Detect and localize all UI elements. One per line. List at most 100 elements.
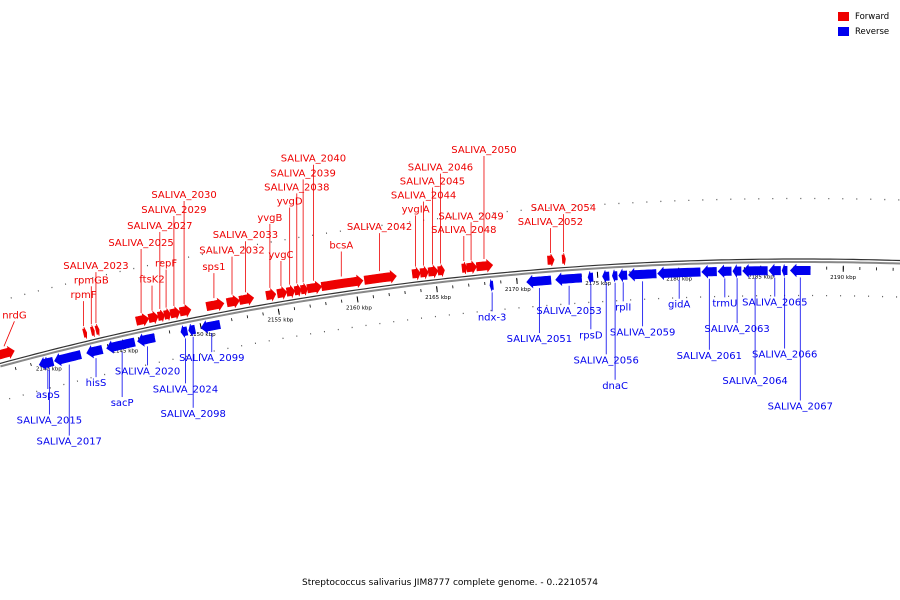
forward-gene-label: SALIVA_2033 [213,230,278,241]
legend-reverse: Reverse [838,24,898,39]
forward-gene-arrow [437,264,445,277]
reverse-gene-arrow [717,264,732,279]
reverse-gene-label: SALIVA_2065 [742,298,807,309]
tick-label: 2150 kbp [190,332,216,338]
forward-gene-label: SALIVA_2052 [518,217,583,228]
forward-gene-label: nrdG [2,310,26,321]
reverse-gene-label: SALIVA_2099 [179,353,244,364]
reverse-gene-label: hisS [86,378,107,389]
forward-gene-arrow [411,266,421,281]
forward-gene-arrow [276,286,288,300]
forward-gene-label: sps1 [202,262,225,273]
forward-gene-arrow [285,284,296,299]
reverse-gene-arrow [657,266,701,281]
forward-gene-arrow [205,297,225,312]
forward-gene-label: SALIVA_2042 [347,222,412,233]
reverse-gene-arrow [611,269,618,282]
forward-gene-label: SALIVA_2039 [270,168,335,179]
reverse-gene-label: SALIVA_2098 [160,409,225,420]
strand-legend: Forward Reverse [838,9,898,39]
forward-gene-arrow [320,274,364,292]
reverse-gene-label: dnaC [602,381,628,392]
forward-gene-arrow [0,345,15,360]
reverse-gene-label: SALIVA_2024 [153,384,218,395]
minor-tick [168,330,171,334]
forward-gene-arrow [163,308,171,321]
reverse-gene-arrow [618,268,628,283]
forward-gene-arrow [225,294,241,309]
reverse-gene-label: SALIVA_2053 [536,306,601,317]
forward-gene-label: yvgC [268,250,293,261]
tick-label: 2185 kbp [748,275,774,281]
forward-gene-label: SALIVA_2040 [281,154,346,165]
forward-gene-arrow [82,326,87,339]
forward-gene-label: SALIVA_2048 [431,225,496,236]
major-tick [516,277,518,284]
forward-gene-arrow [238,292,255,306]
reverse-gene-arrow [628,267,657,282]
gene-features [0,253,811,371]
reverse-gene-arrow [86,345,104,359]
reverse-gene-label: ndx-3 [478,312,507,323]
legend-forward-label: Forward [855,11,890,22]
forward-gene-arrow [94,323,100,336]
reverse-gene-arrow [768,263,781,278]
forward-gene-arrow [466,260,477,275]
forward-gene-arrow [461,261,468,274]
minor-tick [262,312,264,316]
reverse-gene-label: rplI [615,302,631,313]
forward-gene-label: rpmF [71,290,97,301]
reverse-gene-arrow [602,270,610,283]
reverse-gene-label: SALIVA_2051 [507,334,572,345]
major-tick [436,286,438,293]
forward-gene-label: SALIVA_2046 [408,163,473,174]
forward-gene-arrow [547,253,555,267]
reverse-gene-arrow [526,274,552,289]
forward-gene-label: SALIVA_2044 [391,191,456,202]
reverse-gene-arrow [44,356,52,369]
label-leader-lines [3,155,801,436]
forward-swatch [838,12,849,21]
forward-gene-arrow [306,280,323,295]
tick-label: 2160 kbp [346,305,372,311]
tick-label: 2190 kbp [830,275,856,281]
tick-label: 2165 kbp [425,295,451,301]
forward-gene-arrow [475,258,494,273]
forward-gene-arrow [419,265,429,280]
forward-gene-arrow [90,325,95,337]
reverse-gene-arrow [742,264,768,278]
forward-gene-label: SALIVA_2045 [400,177,465,188]
forward-gene-label: ftsK2 [139,275,164,286]
minor-tick [14,366,17,371]
backbone-line-lower [0,261,900,368]
legend-forward: Forward [838,9,898,24]
reverse-gene-label: SALIVA_2059 [610,327,675,338]
reverse-swatch [838,27,849,36]
forward-gene-label: SALIVA_2027 [127,221,192,232]
reverse-gene-arrow [789,263,811,278]
reverse-gene-label: SALIVA_2061 [677,351,742,362]
reverse-gene-label: SALIVA_2067 [768,402,833,413]
forward-gene-label: SALIVA_2054 [531,203,596,214]
reverse-gene-arrow [188,324,197,337]
forward-gene-arrow [427,264,439,279]
reverse-gene-label: SALIVA_2066 [752,350,817,361]
minor-tick [231,318,233,322]
major-tick [356,296,359,303]
tick-label: 2155 kbp [268,318,294,324]
forward-gene-label: SALIVA_2032 [199,246,264,257]
minor-tick [30,362,32,367]
reverse-gene-arrow [587,271,594,284]
reverse-gene-label: gidA [668,300,690,311]
tick-label: 2170 kbp [505,287,531,293]
genome-backbone [0,258,900,368]
reverse-gene-arrow [180,325,189,338]
reverse-gene-label: trmU [712,298,737,309]
reverse-gene-arrow [200,319,221,334]
forward-gene-arrow [293,284,302,297]
backbone-line-upper [0,258,900,365]
gene-labels: nrdG rpmF rpmGB SALIVA_2023 SALIVA_2025 ftsK2… [2,145,833,448]
forward-gene-arrow [300,283,308,296]
forward-gene-label: yvgD [277,197,303,208]
